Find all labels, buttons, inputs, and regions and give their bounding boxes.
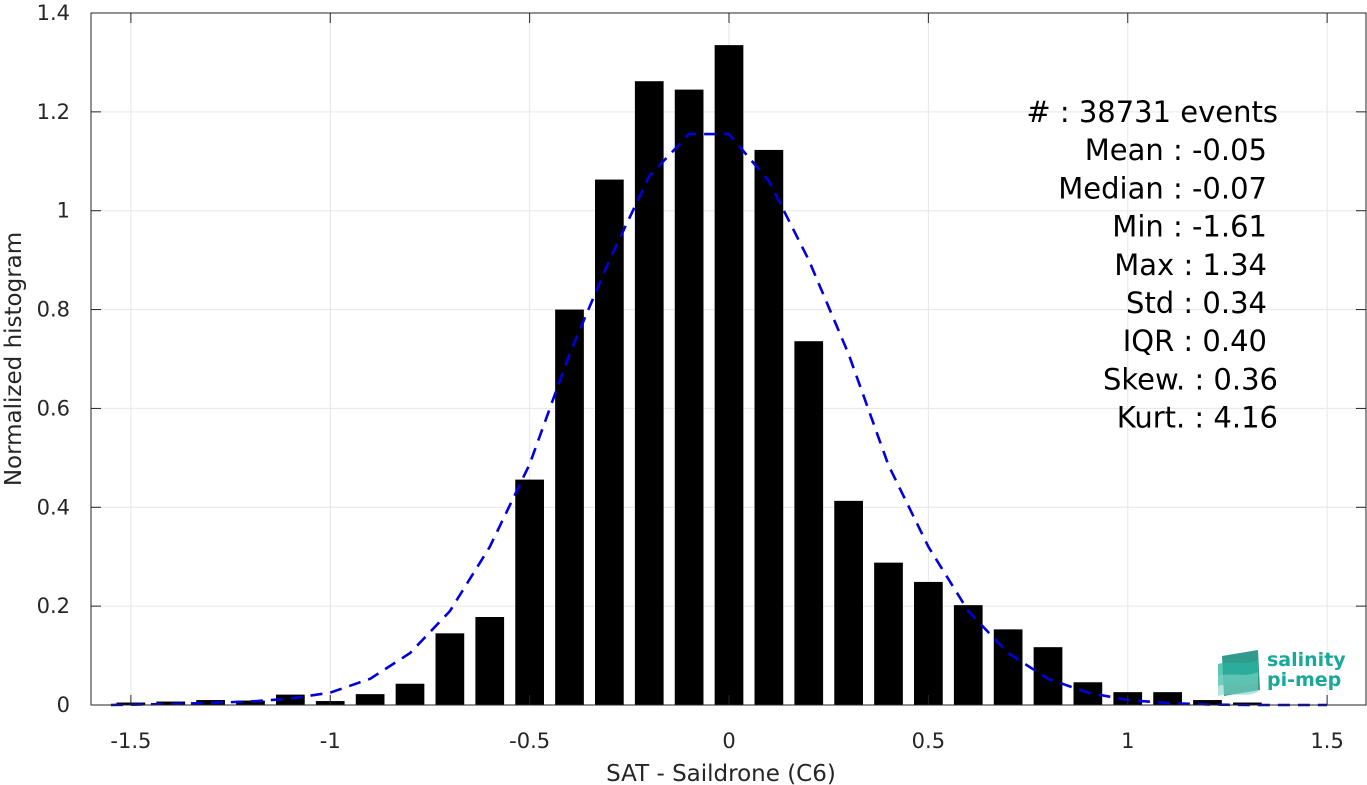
- histogram-bar: [475, 617, 505, 705]
- histogram-bar: [794, 341, 824, 705]
- stat-line: # : 38731 events: [1026, 95, 1278, 129]
- logo-text-salinity: salinity: [1267, 649, 1346, 671]
- wave-icon: [1218, 650, 1260, 696]
- histogram-bar: [754, 149, 784, 706]
- x-tick-label: 1.5: [1310, 729, 1343, 753]
- x-tick-label: 0: [722, 729, 735, 753]
- y-tick-label: 0: [57, 693, 70, 717]
- y-tick-label: 1.4: [37, 1, 70, 25]
- histogram-bar: [515, 479, 544, 705]
- histogram-bar: [395, 683, 425, 705]
- y-tick-label: 1.2: [37, 100, 70, 124]
- stat-line: Max : 1.34: [1114, 248, 1267, 282]
- x-axis-label: SAT - Saildrone (C6): [606, 761, 836, 785]
- y-tick-label: 1: [57, 199, 70, 223]
- stat-line: Std : 0.34: [1126, 286, 1267, 320]
- histogram-bar: [714, 45, 744, 706]
- histogram-bar: [1033, 647, 1063, 705]
- x-tick-label: 1: [1121, 729, 1134, 753]
- histogram-bar: [196, 700, 225, 705]
- stat-line: Min : -1.61: [1112, 210, 1267, 244]
- y-tick-labels: 0 0.2 0.4 0.6 0.8 1 1.2 1.4: [37, 1, 70, 717]
- histogram-bar: [953, 605, 983, 705]
- histogram-bar: [595, 179, 624, 705]
- x-tick-labels: -1.5 -1 -0.5 0 0.5 1 1.5: [110, 729, 1343, 753]
- histogram-bar: [834, 500, 863, 705]
- stat-line: Median : -0.07: [1058, 171, 1267, 205]
- stat-line: Kurt. : 4.16: [1117, 401, 1278, 435]
- y-tick-label: 0.2: [37, 594, 70, 618]
- histogram-bar: [156, 701, 186, 705]
- histogram-bar: [874, 562, 903, 705]
- histogram-bar: [1193, 700, 1222, 705]
- histogram-bars: [116, 45, 1262, 706]
- axis-ticks: [91, 12, 1366, 706]
- statistics-box: # : 38731 events Mean : -0.05 Median : -0.…: [1026, 95, 1278, 435]
- x-tick-label: -1.5: [110, 729, 151, 753]
- salinity-pi-mep-logo: salinity pi-mep: [1218, 649, 1346, 696]
- x-tick-label: -0.5: [509, 729, 550, 753]
- histogram-bar: [634, 81, 664, 705]
- y-tick-label: 0.4: [37, 495, 70, 519]
- histogram-bar: [236, 700, 265, 705]
- logo-text-pi-mep: pi-mep: [1267, 669, 1341, 691]
- histogram-bar: [555, 309, 584, 705]
- gaussian-fit-curve: [110, 132, 1328, 707]
- x-tick-label: -1: [320, 729, 341, 753]
- y-axis-label: Normalized histogram: [1, 232, 27, 486]
- stat-line: Skew. : 0.36: [1103, 362, 1278, 396]
- x-tick-label: 0.5: [912, 729, 945, 753]
- histogram-bar: [276, 694, 305, 705]
- histogram-bar: [674, 89, 704, 706]
- histogram-bar: [355, 694, 385, 705]
- histogram-bar: [914, 581, 943, 705]
- stat-line: IQR : 0.40: [1123, 324, 1267, 358]
- histogram-bar: [435, 633, 465, 705]
- y-tick-label: 0.6: [37, 396, 70, 420]
- y-tick-label: 0.8: [37, 298, 70, 322]
- stat-line: Mean : -0.05: [1085, 133, 1267, 167]
